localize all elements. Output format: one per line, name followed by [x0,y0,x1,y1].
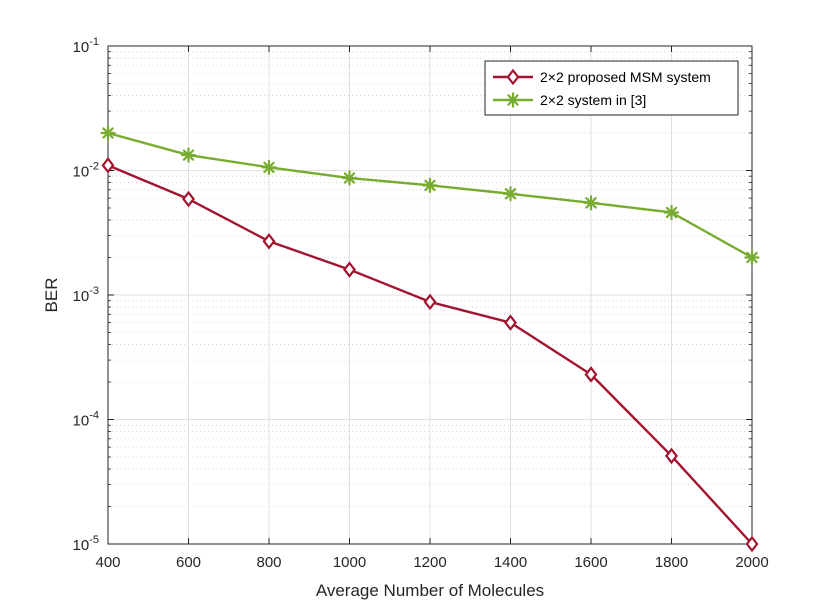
asterisk-stroke [585,197,597,209]
legend: 2×2 proposed MSM system 2×2 system in [3] [484,60,739,116]
asterisk-marker [663,204,680,221]
diamond-marker [343,261,356,278]
x-tick-label: 800 [256,554,281,571]
asterisk-stroke [507,94,519,106]
asterisk-stroke [424,179,436,192]
y-axis-title: BER [42,278,61,313]
asterisk-stroke [182,149,195,161]
x-tick-label: 400 [95,554,120,571]
legend-item: 2×2 proposed MSM system [493,68,711,86]
series-layer [100,125,760,553]
x-tick-label: 1600 [574,554,607,571]
legend-label: 2×2 system in [3] [540,92,646,108]
asterisk-marker [744,249,760,266]
x-tick-label: 2000 [735,554,768,571]
series-2 [100,125,760,266]
x-axis-title: Average Number of Molecules [316,581,544,600]
series-1 [101,157,759,553]
diamond-marker [423,293,437,311]
x-tick-label: 1200 [413,554,446,571]
diamond-marker [745,535,759,553]
legend-box [484,60,739,116]
y-tick-label: 10-5 [73,534,99,554]
legend-item: 2×2 system in [3] [493,92,646,108]
diamond-marker [504,314,517,331]
asterisk-marker [261,159,277,175]
y-tick-label: 10-3 [73,285,99,305]
x-tick-label: 1800 [655,554,688,571]
asterisk-stroke [746,251,758,264]
diamond-marker [182,190,195,208]
x-tick-label: 600 [176,554,201,571]
x-tick-label: 1000 [333,554,366,571]
asterisk-stroke [665,206,678,219]
asterisk-marker [502,186,519,202]
axis-ticks [107,45,753,545]
y-tick-label: 10-4 [73,410,99,430]
diamond-marker [101,157,115,174]
asterisk-marker [583,195,599,211]
y-tick-label: 10-1 [73,36,99,56]
asterisk-stroke [504,188,517,200]
x-tick-labels: 400 600 800 1000 1200 1400 1600 1800 2000 [95,554,768,571]
asterisk-stroke [102,127,114,139]
diamond-marker [506,68,520,86]
diamond-marker [584,366,598,383]
legend-label: 2×2 proposed MSM system [540,69,711,85]
y-tick-label: 10-2 [73,161,99,181]
x-tick-label: 1400 [494,554,527,571]
diamond-marker [665,447,678,465]
legend-items: 2×2 proposed MSM system 2×2 system in [3] [493,68,711,108]
asterisk-marker [505,92,521,108]
asterisk-stroke [263,161,275,174]
asterisk-marker [180,147,197,163]
asterisk-marker [422,177,438,193]
asterisk-stroke [343,172,356,184]
asterisk-marker [100,125,116,141]
y-tick-labels: 10-5 10-4 10-3 10-2 10-1 [73,36,99,554]
asterisk-marker [341,170,358,186]
diamond-marker [262,233,276,250]
